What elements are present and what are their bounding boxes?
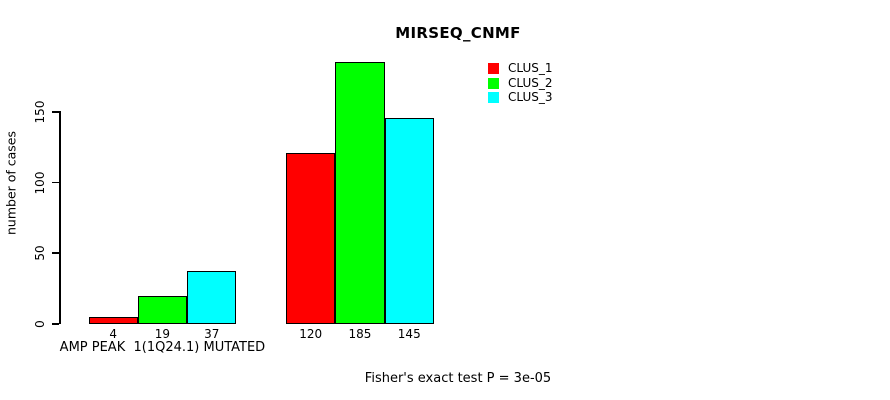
legend-swatch-clus1 bbox=[488, 63, 499, 74]
y-tick bbox=[52, 181, 59, 184]
legend-swatch-clus3 bbox=[488, 92, 499, 103]
bar-clus_1-group1 bbox=[88, 317, 138, 324]
bar-value-label: 145 bbox=[397, 327, 421, 341]
y-axis bbox=[59, 111, 61, 324]
y-tick bbox=[52, 323, 59, 325]
legend-label: CLUS_3 bbox=[508, 90, 553, 104]
legend-label: CLUS_2 bbox=[508, 75, 553, 90]
y-axis-title: number of cases bbox=[3, 130, 19, 236]
y-tick bbox=[52, 111, 59, 113]
y-tick bbox=[52, 252, 59, 254]
bar-clus_3-group2 bbox=[384, 118, 434, 324]
bar-value-label: 120 bbox=[299, 327, 323, 341]
bar-clus_1-group2 bbox=[286, 153, 336, 324]
legend-item: CLUS_2 bbox=[488, 75, 553, 90]
y-tick-label: 150 bbox=[33, 100, 47, 124]
legend-label: CLUS_1 bbox=[508, 61, 553, 75]
y-tick-label: 0 bbox=[33, 320, 47, 328]
footnote: Fisher's exact test P = 3e-05 bbox=[364, 371, 552, 386]
legend-item: CLUS_3 bbox=[488, 90, 553, 104]
bar-value-label: 19 bbox=[154, 327, 171, 341]
bar-value-label: 185 bbox=[348, 327, 372, 341]
legend-swatch-clus2 bbox=[488, 77, 499, 89]
chart-title: MIRSEQ_CNMF bbox=[395, 24, 521, 42]
legend-item: CLUS_1 bbox=[488, 61, 553, 75]
y-tick-label: 50 bbox=[33, 245, 47, 261]
legend: CLUS_1 CLUS_2 CLUS_3 bbox=[488, 61, 553, 107]
bar-value-label: 4 bbox=[109, 327, 117, 341]
x-axis-group-label: AMP PEAK 1(1Q24.1) MUTATED bbox=[59, 340, 266, 355]
bar-value-label: 37 bbox=[204, 327, 220, 341]
y-tick-label: 100 bbox=[33, 171, 47, 195]
bar-clus_2-group1 bbox=[137, 296, 188, 324]
bar-clus_3-group1 bbox=[187, 270, 237, 324]
bar-clus_2-group2 bbox=[335, 61, 385, 324]
